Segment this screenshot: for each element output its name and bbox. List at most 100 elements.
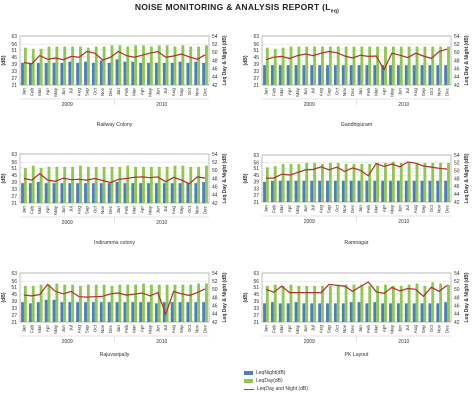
panel-1-bar-night [44, 62, 48, 85]
panel-3-bar-day [126, 165, 130, 203]
panel-5-xtick-label: Jun [61, 325, 66, 333]
panel-2-xtick-label: Apr [287, 88, 292, 96]
panel-5-bar-day [47, 284, 51, 322]
panel-5-bar-night [131, 302, 135, 322]
panel-1-bar-day [126, 46, 130, 85]
panel-4-bar-night [373, 180, 377, 202]
panel-6-bar-day [431, 282, 435, 322]
panel-4-xtick-label: Feb [271, 205, 276, 213]
panel-2-bar-day [328, 46, 332, 85]
panel-6-xtick-label: Jan [358, 325, 363, 333]
panel-4-bar-day [415, 162, 419, 202]
panel-6-xtick-label: Jan [263, 325, 268, 333]
panel-6-bar-night [357, 302, 361, 322]
panel-2-caption: Gandhipuram [341, 122, 372, 128]
panel-3-bar-day [149, 166, 153, 203]
panel-6-bar-night [263, 303, 266, 322]
panel-6-xtick-label: Jul [311, 325, 316, 331]
panel-4-xtick-label: Dec [445, 204, 450, 213]
panel-6-xtick-label: Jun [303, 325, 308, 333]
panel-1-bar-day [94, 46, 98, 85]
panel-3-plot-frame [19, 153, 210, 204]
panel-3-bar-day [86, 166, 90, 203]
panel-1-bar-night [147, 62, 150, 85]
panel-1-bar-day [86, 47, 90, 85]
panel-6-xtick-label: Apr [382, 325, 387, 333]
panel-4-xtick-label: Nov [437, 204, 442, 213]
panel-4-bar-day [407, 162, 411, 202]
panel-6-bar-night [349, 302, 353, 322]
panel-3-bar-day [47, 166, 51, 203]
panel-2-bar-day [376, 46, 380, 85]
panel-4-bar-day [289, 163, 293, 202]
panel-4-ytick-label: 39 [253, 180, 259, 186]
panel-1-bar-night [123, 61, 127, 85]
panel-4-bar-night [278, 180, 282, 202]
panel-3-xtick-label: Jan [21, 206, 26, 214]
panel-2-ytick-label: 39 [253, 62, 259, 68]
panel-5-xtick-label: Jul [163, 325, 168, 331]
panel-5-bar-day [134, 284, 138, 322]
panel-4-bar-night [302, 180, 306, 202]
panel-2-xtick-label: Sep [421, 88, 426, 97]
panel-6-bar-night [412, 303, 416, 322]
panel-1-xtick-label: Jun [155, 88, 160, 96]
panel-1-bar-day [149, 46, 153, 85]
panel-3-bar-night [52, 183, 56, 203]
panel-4-xtick-label: Feb [366, 205, 371, 213]
panel-5-xtick-label: Jan [116, 325, 121, 333]
panel-3-xtick-label: Jul [69, 206, 74, 212]
panel-4-bar-day [423, 162, 427, 202]
panel-3-xtick-label: Jan [116, 206, 121, 214]
panel-2-bar-day [360, 46, 364, 85]
panel-1-xtick-label: Dec [203, 87, 208, 96]
panel-1-bar-night [21, 62, 24, 85]
panel-4-bar-day [439, 162, 443, 202]
panel-4-ytick-label: 51 [253, 166, 259, 172]
panel-3-bar-day [94, 166, 98, 203]
panel-5-bar-night [194, 302, 198, 322]
panel-5-bar-night [186, 302, 190, 322]
panel-3-xtick-label: Aug [77, 206, 82, 215]
panel-3-bar-night [21, 183, 24, 203]
panel-1-y2tick-label: 46 [212, 66, 218, 72]
panel-4-bar-night [326, 180, 329, 202]
panel-6-bar-day [344, 284, 348, 322]
panel-5-bar-day [23, 285, 27, 322]
panel-2-bar-day [265, 47, 269, 85]
panel-3-bar-day [134, 166, 138, 203]
panel-1-bar-day [47, 46, 51, 85]
panel-6-bar-day [368, 285, 372, 322]
panel-2-bar-day [305, 46, 309, 85]
panel-5-xtick-label: May [53, 324, 58, 333]
panel-5-bar-day [126, 284, 130, 322]
report-title: NOISE MONITORING & ANALYSIS REPORT (Leq) [134, 2, 340, 15]
panel-2-xtick-label: Jun [303, 88, 308, 96]
panel-5-bar-night [52, 299, 56, 322]
panel-3-xtick-label: Feb [29, 206, 34, 214]
panel-1-bar-day [71, 46, 75, 85]
panel-5-bar-day [94, 284, 98, 322]
panel-2-ytick-label: 45 [253, 55, 259, 61]
panel-5-bar-night [36, 302, 40, 322]
panel-5-ytick-label: 33 [11, 306, 17, 312]
panel-5-bar-day [142, 283, 145, 322]
panel-1-xtick-label: Sep [84, 88, 89, 97]
panel-1-bar-night [99, 60, 103, 85]
panel-4-year-label: 2010 [398, 219, 409, 225]
panel-6-ylabel: (dB) [243, 292, 249, 302]
panel-4-bar-day [313, 162, 317, 202]
panel-3-y2tick-label: 46 [212, 184, 218, 190]
panel-5-xtick-label: Mar [37, 325, 42, 333]
panel-5-bar-night [147, 302, 150, 322]
panel-2-ytick-label: 56 [253, 42, 259, 48]
panel-6-bar-night [333, 303, 337, 322]
panel-1-bar-night [91, 62, 95, 85]
panel-5-bar-day [157, 284, 161, 322]
panel-5-y2label: Leq Day & Night (dB) [222, 272, 228, 322]
panel-1-bar-night [36, 62, 40, 85]
panel-1-xtick-label: Oct [92, 87, 97, 95]
panel-2-xtick-label: Dec [350, 87, 355, 96]
panel-4-xtick-label: Jun [303, 205, 308, 213]
panel-6-bar-day [415, 283, 419, 322]
